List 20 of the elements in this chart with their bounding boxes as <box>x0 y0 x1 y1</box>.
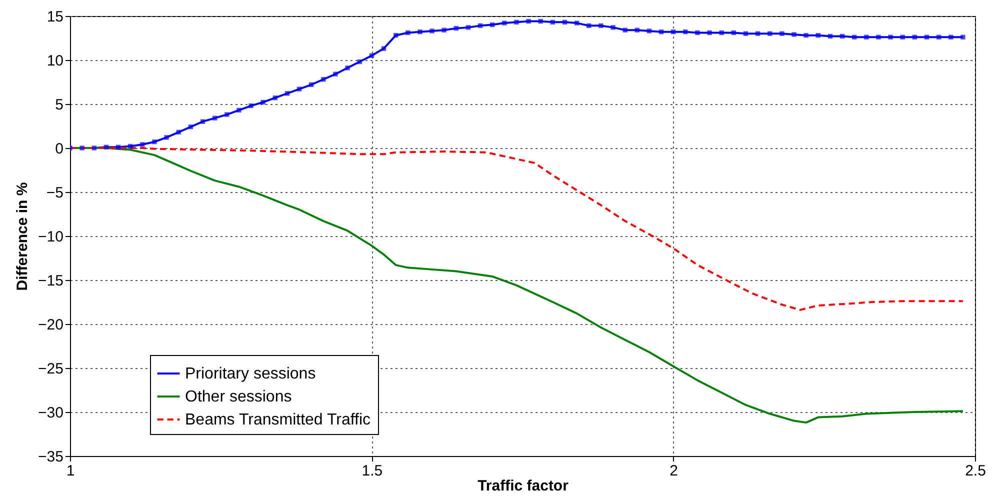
x-tick-label: 2 <box>670 462 678 480</box>
legend-label: Prioritary sessions <box>185 366 316 382</box>
y-tick-label: −20 <box>38 316 64 334</box>
y-tick-label: −35 <box>38 448 64 466</box>
y-tick-label: 0 <box>55 140 64 158</box>
y-tick-label: 10 <box>46 52 64 70</box>
legend-label: Beams Transmitted Traffic <box>185 412 371 428</box>
y-tick-label: 15 <box>46 8 64 26</box>
y-axis-title: Difference in % <box>14 182 32 291</box>
x-tick-label: 1.5 <box>362 462 383 480</box>
x-axis-title: Traffic factor <box>478 478 569 494</box>
x-tick-label: 2.5 <box>965 462 986 480</box>
y-tick-label: −30 <box>38 404 64 422</box>
y-tick-label: 5 <box>55 96 64 114</box>
y-tick-label: −15 <box>38 272 64 290</box>
y-tick-label: −10 <box>38 228 64 246</box>
y-tick-label: −25 <box>38 360 64 378</box>
x-tick-label: 1 <box>66 462 75 480</box>
y-tick-label: −5 <box>46 184 64 202</box>
legend-label: Other sessions <box>185 388 292 406</box>
